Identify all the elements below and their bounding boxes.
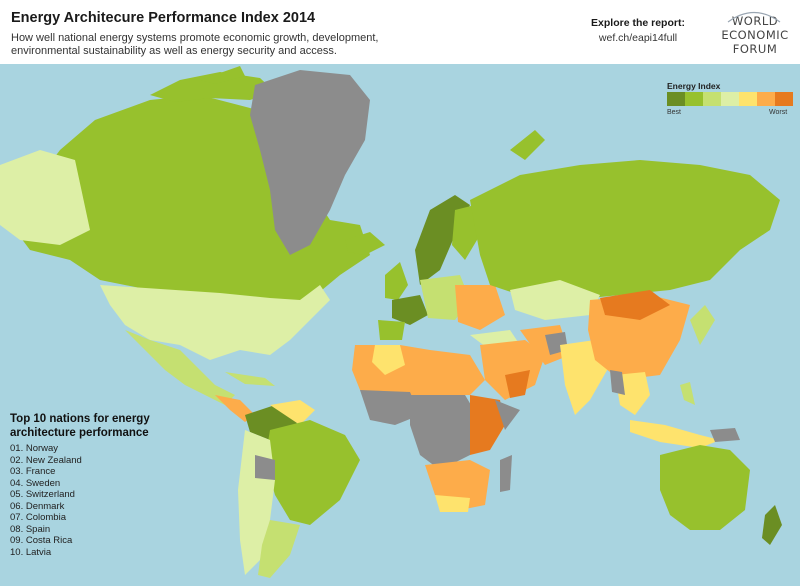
russia[interactable] bbox=[470, 160, 780, 300]
argentina[interactable] bbox=[258, 520, 300, 578]
philippines[interactable] bbox=[680, 382, 695, 405]
top10-item: 03. France bbox=[10, 466, 56, 477]
explore-link[interactable]: wef.ch/eapi14full bbox=[598, 32, 678, 44]
top10-item: 08. Spain bbox=[10, 523, 51, 535]
legend-swatch-6 bbox=[757, 92, 775, 106]
horn-of-africa[interactable] bbox=[495, 400, 520, 430]
top10-item: 02. New Zealand bbox=[10, 454, 82, 466]
uk-ireland[interactable] bbox=[385, 262, 408, 300]
new-zealand[interactable] bbox=[762, 505, 782, 545]
top10-list: 01. Norway 02. New Zealand 03. France 04… bbox=[10, 443, 210, 558]
logo-line-1: WORLD bbox=[731, 14, 779, 28]
france[interactable] bbox=[392, 295, 428, 325]
top10-item: 07. Colombia bbox=[10, 512, 66, 523]
australia[interactable] bbox=[660, 445, 750, 530]
iceland[interactable] bbox=[345, 232, 385, 255]
myanmar[interactable] bbox=[610, 370, 625, 395]
west-africa[interactable] bbox=[360, 390, 420, 425]
top10-heading: Top 10 nations for energy architecture p… bbox=[10, 413, 150, 439]
top10-item: 04. Sweden bbox=[10, 477, 61, 489]
header: Energy Architecure Performance Index 201… bbox=[0, 0, 800, 64]
central-africa[interactable] bbox=[410, 395, 480, 470]
top10-item: 06. Denmark bbox=[10, 500, 65, 512]
usa[interactable] bbox=[100, 285, 330, 360]
arctic-island-west[interactable] bbox=[200, 66, 245, 84]
new-guinea[interactable] bbox=[710, 428, 740, 442]
kazakhstan[interactable] bbox=[510, 280, 600, 320]
iberia[interactable] bbox=[378, 320, 405, 340]
venezuela[interactable] bbox=[270, 400, 315, 425]
brazil[interactable] bbox=[265, 420, 360, 525]
explore-report: Explore the report: wef.ch/eapi14full bbox=[578, 17, 698, 44]
madagascar[interactable] bbox=[500, 455, 512, 492]
central-america[interactable] bbox=[215, 395, 255, 422]
alaska[interactable] bbox=[0, 150, 90, 245]
middle-east[interactable] bbox=[480, 340, 545, 400]
china[interactable] bbox=[588, 295, 690, 380]
legend-swatch-4 bbox=[721, 92, 739, 106]
mexico[interactable] bbox=[125, 330, 235, 405]
legend-swatch-2 bbox=[685, 92, 703, 106]
energy-index-legend: Energy Index Best Worst bbox=[663, 79, 793, 119]
legend-swatch-1 bbox=[667, 92, 685, 106]
explore-label: Explore the report: bbox=[591, 17, 685, 29]
legend-title: Energy Index bbox=[667, 81, 721, 91]
top10-item: 01. Norway bbox=[10, 443, 59, 454]
wef-logo: WORLD ECONOMIC FORUM bbox=[714, 8, 796, 58]
map-svg bbox=[0, 66, 782, 578]
legend-swatch-7 bbox=[775, 92, 793, 106]
world-map[interactable] bbox=[0, 64, 800, 586]
eastern-europe[interactable] bbox=[455, 285, 505, 330]
sahel-west[interactable] bbox=[372, 345, 405, 375]
indonesia[interactable] bbox=[630, 420, 720, 448]
top10-item: 09. Costa Rica bbox=[10, 535, 73, 546]
page-subtitle: How well national energy systems promote… bbox=[11, 32, 379, 57]
top10-item: 05. Switzerland bbox=[10, 489, 75, 500]
finland[interactable] bbox=[452, 205, 480, 260]
legend-color-bar bbox=[667, 92, 793, 106]
arctic-islands[interactable] bbox=[150, 72, 275, 102]
arabian-peninsula-east[interactable] bbox=[505, 370, 530, 398]
legend-swatch-5 bbox=[739, 92, 757, 106]
caribbean[interactable] bbox=[225, 372, 275, 386]
bolivia[interactable] bbox=[255, 455, 275, 480]
logo-arc-icon bbox=[727, 11, 781, 23]
novaya-zemlya[interactable] bbox=[510, 130, 545, 160]
greenland[interactable] bbox=[250, 70, 370, 255]
legend-swatch-3 bbox=[703, 92, 721, 106]
top10-item: 10. Latvia bbox=[10, 546, 52, 558]
legend-worst-label: Worst bbox=[769, 109, 788, 116]
logo-line-3: FORUM bbox=[732, 42, 778, 56]
mongolia[interactable] bbox=[600, 290, 670, 320]
legend-best-label: Best bbox=[667, 109, 682, 116]
south-africa[interactable] bbox=[435, 495, 470, 512]
logo-line-2: ECONOMIC bbox=[721, 28, 789, 42]
top10-panel: Top 10 nations for energy architecture p… bbox=[10, 412, 210, 558]
korea-japan[interactable] bbox=[690, 305, 715, 345]
page-title: Energy Architecure Performance Index 201… bbox=[11, 10, 316, 26]
east-africa[interactable] bbox=[470, 395, 505, 455]
southeast-asia[interactable] bbox=[615, 372, 650, 415]
